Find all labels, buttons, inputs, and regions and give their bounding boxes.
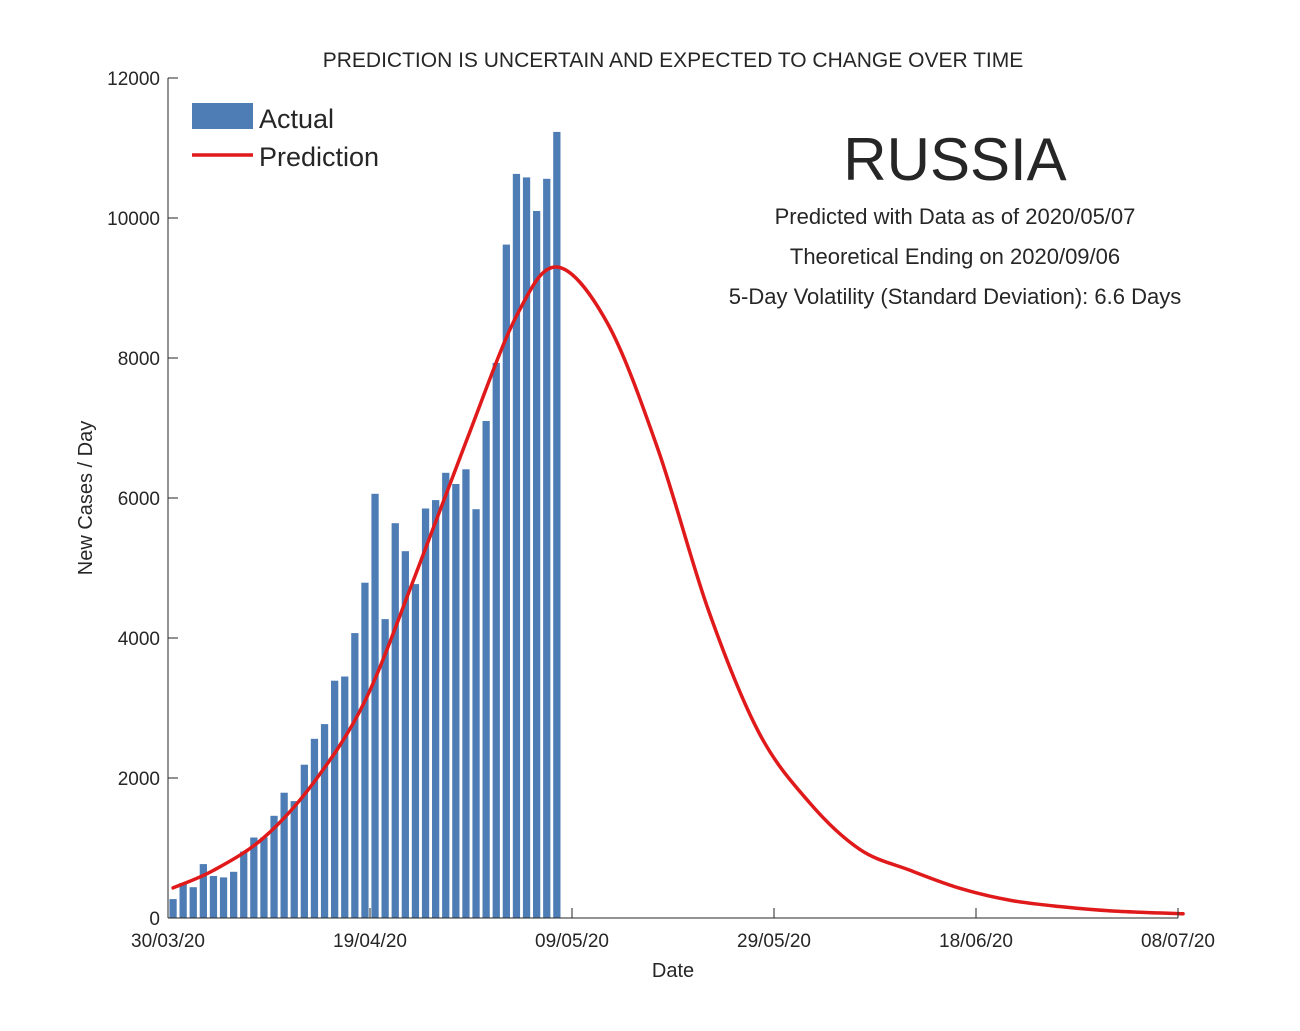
bar: [179, 883, 187, 918]
x-ticks: 30/03/20 19/04/20 09/05/20 29/05/20 18/06/20…: [131, 908, 1215, 952]
y-tick-label: 6000: [118, 489, 160, 510]
bar: [452, 484, 460, 918]
bar: [381, 619, 389, 918]
bar: [371, 493, 379, 918]
bar: [240, 851, 248, 918]
y-tick-label: 12000: [107, 69, 160, 90]
bar: [270, 815, 278, 918]
bar: [522, 177, 531, 918]
bar: [533, 211, 541, 918]
bar: [341, 676, 349, 918]
y-tick-label: 10000: [107, 209, 160, 230]
bar: [553, 131, 561, 918]
bar: [482, 421, 490, 918]
x-tick-label: 08/07/20: [1141, 931, 1215, 952]
bar: [543, 178, 551, 919]
legend-swatch-actual: [192, 103, 253, 129]
bar: [199, 864, 207, 918]
bar: [472, 509, 480, 918]
bar: [421, 508, 430, 918]
bar: [361, 582, 369, 918]
y-axis-label: New Cases / Day: [75, 421, 97, 576]
bar: [331, 680, 339, 918]
x-tick-label: 09/05/20: [535, 931, 609, 952]
legend: Actual Prediction: [192, 103, 379, 172]
bar: [300, 764, 308, 918]
y-tick-label: 2000: [118, 769, 160, 790]
bar: [189, 887, 197, 918]
x-tick-label: 18/06/20: [939, 931, 1013, 952]
annotation-data-date: Predicted with Data as of 2020/05/07: [775, 204, 1136, 229]
bar: [442, 472, 450, 918]
annotation-block: RUSSIA Predicted with Data as of 2020/05…: [729, 126, 1181, 309]
annotation-volatility: 5-Day Volatility (Standard Deviation): 6…: [729, 284, 1181, 309]
bar: [290, 801, 298, 918]
annotation-ending-date: Theoretical Ending on 2020/09/06: [790, 244, 1120, 269]
y-ticks: 0 2000 4000 6000 8000 10000 12000: [107, 69, 178, 930]
legend-label-actual: Actual: [259, 104, 334, 134]
bar: [209, 876, 218, 918]
bar: [411, 584, 420, 918]
bar: [432, 500, 440, 918]
y-tick-label: 0: [149, 909, 160, 930]
bar: [219, 877, 228, 918]
bar: [169, 899, 177, 918]
bar: [260, 837, 268, 918]
bar: [351, 633, 359, 918]
legend-label-prediction: Prediction: [259, 142, 379, 172]
prediction-line: [171, 265, 1185, 916]
x-tick-label: 29/05/20: [737, 931, 811, 952]
bar: [310, 738, 319, 918]
bar: [280, 792, 288, 918]
y-tick-label: 4000: [118, 629, 160, 650]
x-tick-label: 19/04/20: [333, 931, 407, 952]
prediction-curve: [171, 265, 1185, 916]
bar: [230, 871, 238, 918]
y-tick-label: 8000: [118, 349, 160, 370]
x-tick-label: 30/03/20: [131, 931, 205, 952]
chart-title: PREDICTION IS UNCERTAIN AND EXPECTED TO …: [323, 49, 1024, 72]
bar: [462, 469, 470, 918]
bar: [401, 551, 409, 918]
bar: [502, 244, 510, 919]
bar: [492, 362, 500, 918]
bar: [391, 523, 399, 918]
bars: [169, 131, 561, 919]
x-axis-label: Date: [652, 960, 694, 982]
country-label: RUSSIA: [843, 126, 1066, 193]
bar: [512, 173, 521, 918]
bar: [250, 837, 258, 918]
bar: [320, 724, 329, 918]
